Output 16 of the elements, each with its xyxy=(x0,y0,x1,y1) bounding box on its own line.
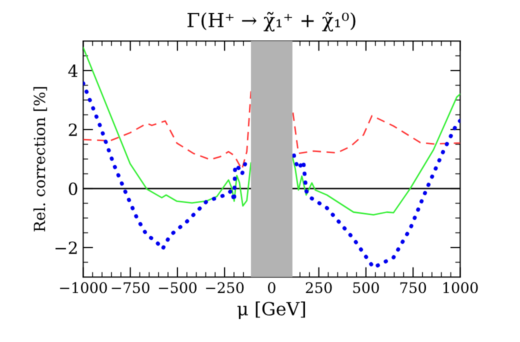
x-tick-label: 1000 xyxy=(443,282,478,294)
x-axis-title: μ [GeV] xyxy=(237,302,306,320)
x-tick-label: −750 xyxy=(112,282,150,294)
y-tick-label: 4 xyxy=(68,64,78,77)
chart-title: Γ(H⁺ → χ̃₁⁺ + χ̃₁⁰) xyxy=(188,12,356,32)
x-tick-label: −1000 xyxy=(60,282,107,294)
x-tick-label: 250 xyxy=(306,282,332,294)
y-tick-label: 2 xyxy=(68,123,77,136)
x-tick-label: 0 xyxy=(268,282,276,294)
y-tick-label: −2 xyxy=(56,241,77,254)
x-tick-label: −500 xyxy=(158,282,197,294)
x-tick-label: 500 xyxy=(353,282,379,294)
x-tick-label: 750 xyxy=(400,282,426,294)
y-axis-title: Rel. correction [%] xyxy=(33,87,48,232)
x-tick-label: −250 xyxy=(206,282,244,294)
y-tick-label: 0 xyxy=(68,182,78,196)
